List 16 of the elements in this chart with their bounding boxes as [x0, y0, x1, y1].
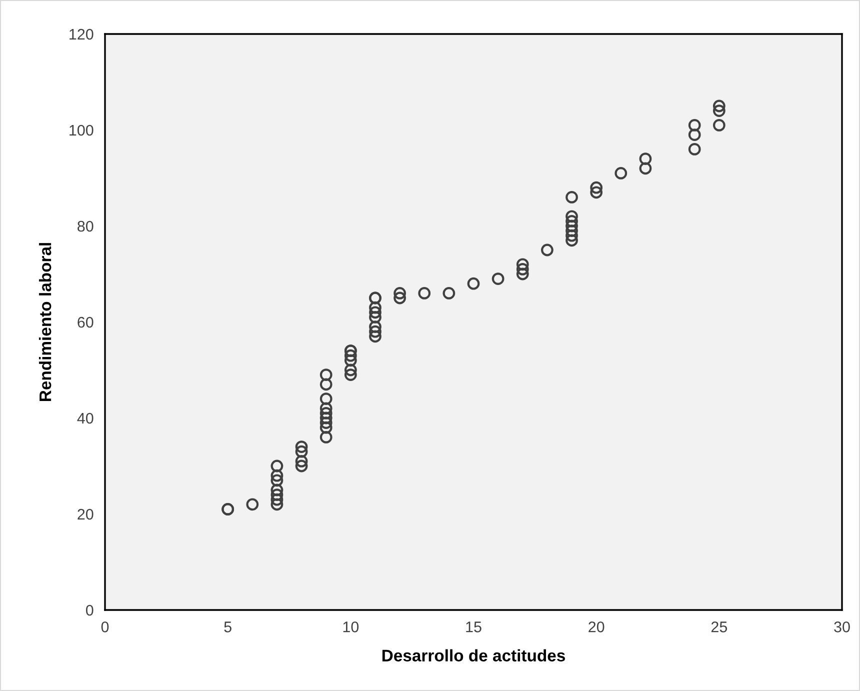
y-axis-title: Rendimiento laboral: [38, 243, 52, 401]
x-tick-label: 15: [466, 622, 482, 632]
y-tick-label: 80: [78, 220, 94, 232]
x-tick-label: 30: [834, 622, 850, 632]
y-tick-label: 40: [77, 412, 94, 424]
y-tick-label: 0: [86, 604, 94, 616]
x-tick-label: 0: [101, 622, 109, 632]
y-tick-label: 120: [70, 28, 94, 40]
x-axis-title: Desarrollo de actitudes: [382, 649, 565, 662]
y-tick-label: 60: [78, 316, 94, 328]
y-tick-label: 20: [78, 508, 94, 520]
x-tick-label: 10: [343, 622, 359, 632]
x-tick-label: 5: [224, 622, 232, 632]
x-tick-label: 25: [711, 622, 728, 632]
x-tick-label: 20: [588, 622, 604, 632]
y-tick-label: 100: [70, 124, 94, 136]
